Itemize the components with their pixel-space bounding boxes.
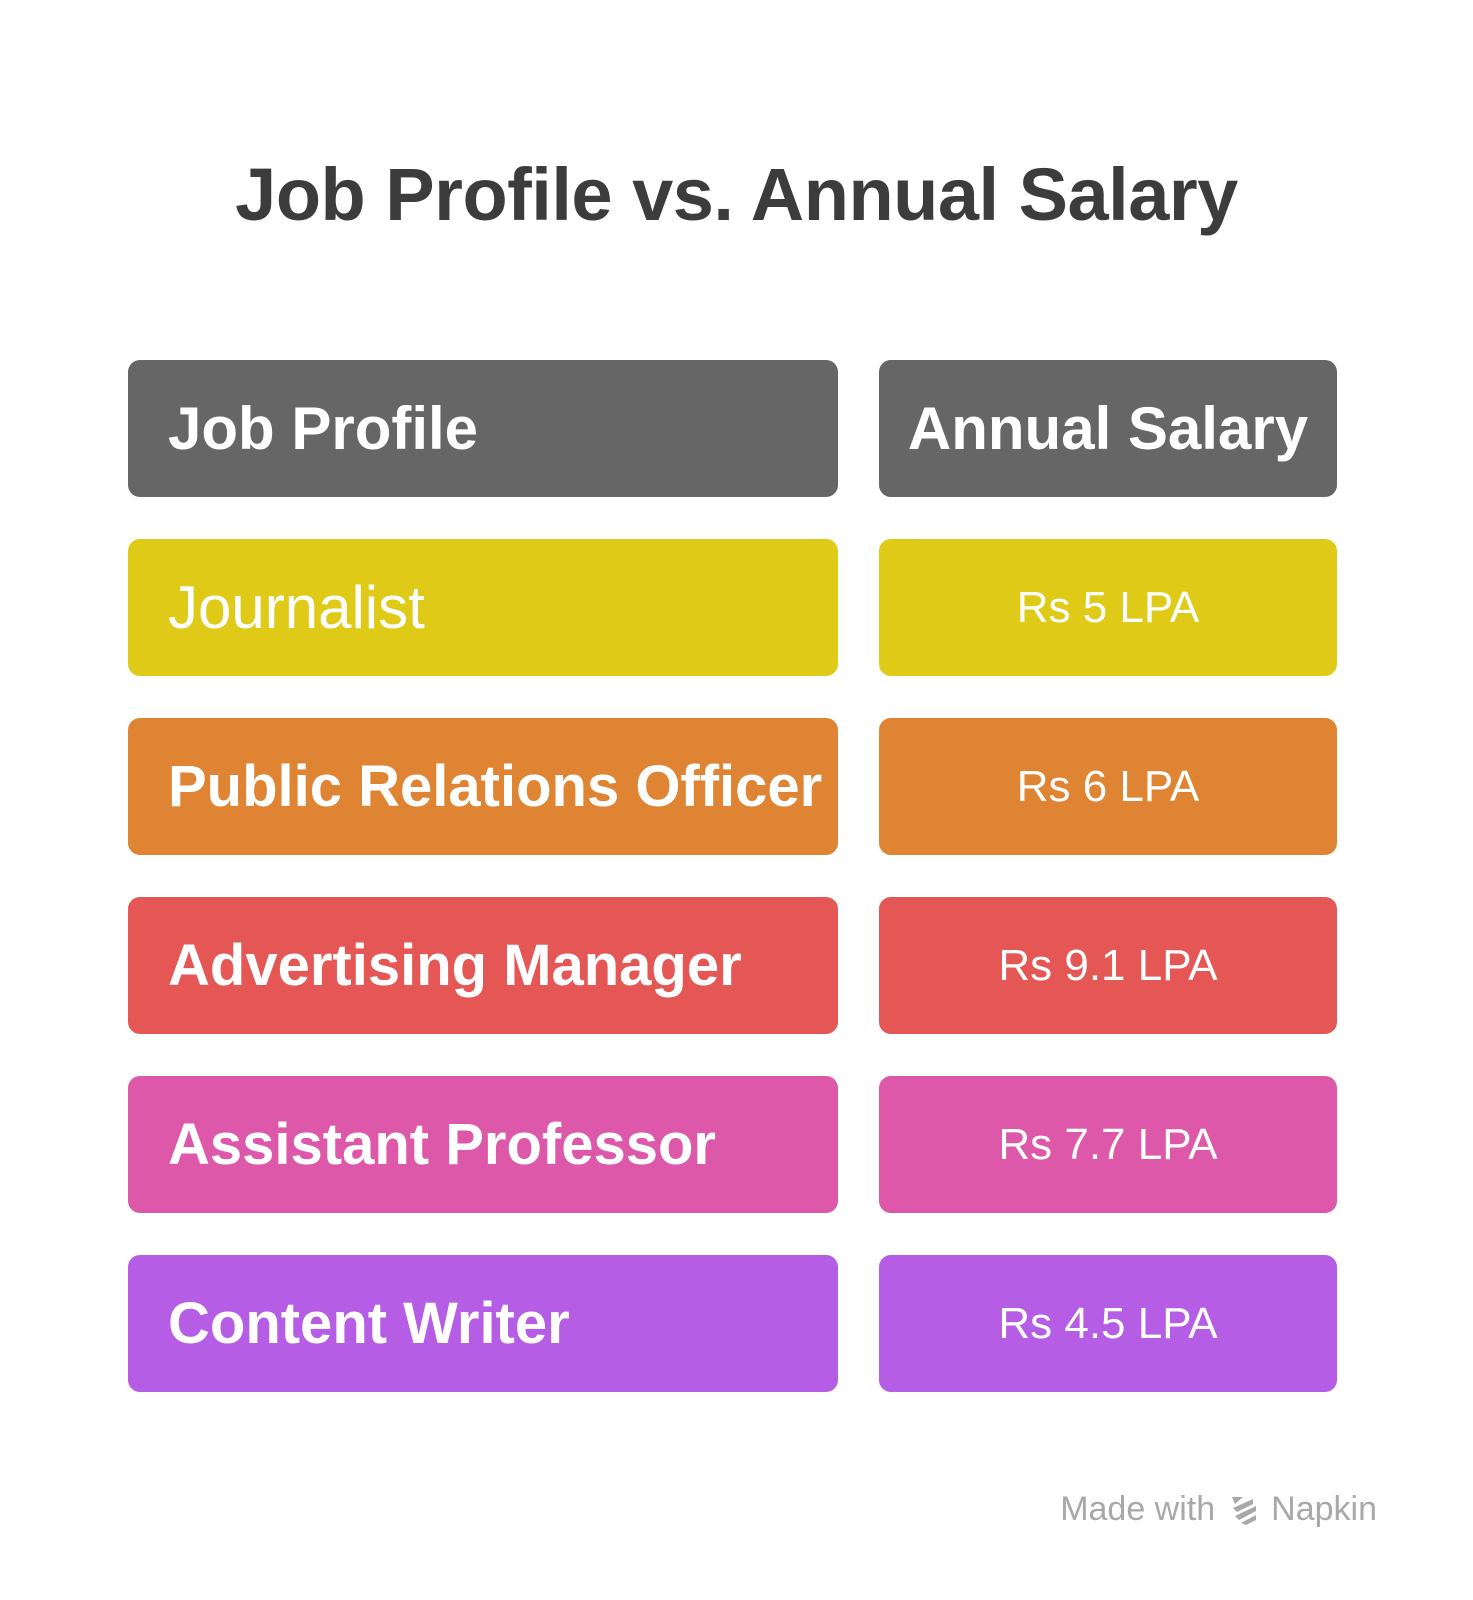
chart-title: Job Profile vs. Annual Salary (235, 153, 1238, 236)
column-header-job-profile: Job Profile (128, 360, 838, 497)
annual-salary-cell: Rs 5 LPA (879, 539, 1337, 676)
salary-table: Job Profile Annual Salary Journalist Rs 5… (128, 360, 1337, 1434)
job-profile-cell: Assistant Professor (128, 1076, 838, 1213)
table-header-row: Job Profile Annual Salary (128, 360, 1337, 497)
table-row: Assistant Professor Rs 7.7 LPA (128, 1076, 1337, 1213)
job-profile-cell: Journalist (128, 539, 838, 676)
table-row: Public Relations Officer Rs 6 LPA (128, 718, 1337, 855)
annual-salary-cell: Rs 7.7 LPA (879, 1076, 1337, 1213)
table-row: Journalist Rs 5 LPA (128, 539, 1337, 676)
job-profile-cell: Content Writer (128, 1255, 838, 1392)
annual-salary-cell: Rs 4.5 LPA (879, 1255, 1337, 1392)
napkin-brand-label: Napkin (1271, 1490, 1377, 1528)
job-profile-cell: Public Relations Officer (128, 718, 838, 855)
column-header-annual-salary: Annual Salary (879, 360, 1337, 497)
job-profile-cell: Advertising Manager (128, 897, 838, 1034)
annual-salary-cell: Rs 6 LPA (879, 718, 1337, 855)
napkin-logo-icon (1232, 1496, 1257, 1525)
made-with-label: Made with (1060, 1490, 1216, 1528)
annual-salary-cell: Rs 9.1 LPA (879, 897, 1337, 1034)
table-body: Journalist Rs 5 LPA Public Relations Offic… (128, 539, 1337, 1392)
table-row: Content Writer Rs 4.5 LPA (128, 1255, 1337, 1392)
table-row: Advertising Manager Rs 9.1 LPA (128, 897, 1337, 1034)
watermark: Made with Napkin (1060, 1490, 1377, 1529)
